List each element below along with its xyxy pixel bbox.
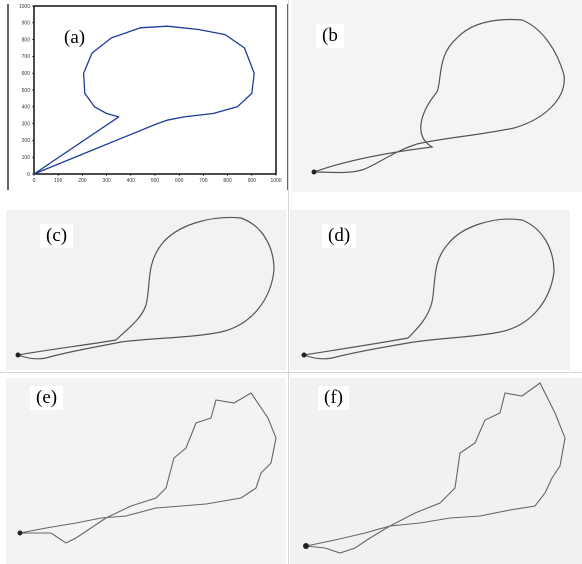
- start-marker: [303, 543, 309, 549]
- series-line: [33, 25, 255, 175]
- y-tick-label: 700: [22, 54, 31, 60]
- y-tick-label: 300: [22, 121, 31, 127]
- x-tick-label: 0: [33, 178, 36, 184]
- y-tick-label: 0: [27, 172, 30, 178]
- y-tick-label: 1000: [19, 4, 30, 10]
- panel-f: (f): [290, 378, 582, 564]
- x-tick-label: 100: [54, 178, 63, 184]
- x-tick-label: 400: [127, 178, 136, 184]
- panel-divider: [288, 0, 289, 564]
- x-tick-label: 1000: [270, 178, 281, 184]
- chart-a: 0 100 200 300 400 500 600 700 800 900 1000 0 100 200 3…: [6, 0, 290, 190]
- drawn-curve: [305, 382, 566, 554]
- panel-divider: [0, 372, 582, 373]
- y-tick-label: 500: [22, 88, 31, 94]
- start-marker: [15, 352, 21, 358]
- panel-b-label: (b: [316, 24, 344, 48]
- x-tick-label: 500: [151, 178, 160, 184]
- y-tick-label: 900: [22, 21, 31, 27]
- panel-f-label: (f): [318, 386, 349, 410]
- drawn-curve: [301, 218, 555, 360]
- drawn-curve: [313, 18, 565, 174]
- chart-background: [6, 0, 290, 190]
- y-tick-label: 200: [22, 138, 31, 144]
- y-tick-label: 600: [22, 71, 31, 77]
- start-marker: [301, 352, 307, 358]
- drawn-curve: [19, 392, 277, 544]
- panel-a: 0 100 200 300 400 500 600 700 800 900 1000 0 100 200 3…: [6, 0, 290, 190]
- drawn-curve: [15, 216, 275, 360]
- x-tick-label: 200: [78, 178, 87, 184]
- panel-d-label: (d): [322, 224, 357, 248]
- start-marker: [17, 530, 23, 536]
- y-tick-label: 800: [22, 37, 31, 43]
- start-marker: [311, 169, 317, 175]
- panel-e-label: (e): [30, 386, 64, 410]
- panel-a-label: (a): [58, 26, 92, 50]
- y-tick-label: 400: [22, 105, 31, 111]
- x-tick-label: 700: [199, 178, 208, 184]
- panel-c: (c): [6, 210, 286, 370]
- x-tick-label: 600: [175, 178, 184, 184]
- y-tick-label: 100: [22, 155, 31, 161]
- x-tick-label: 300: [102, 178, 111, 184]
- panel-c-label: (c): [40, 224, 74, 248]
- x-tick-label: 800: [223, 178, 232, 184]
- x-tick-label: 900: [248, 178, 257, 184]
- panel-e: (e): [6, 378, 286, 564]
- panel-b: (b: [292, 0, 582, 192]
- panel-d: (d): [290, 210, 570, 370]
